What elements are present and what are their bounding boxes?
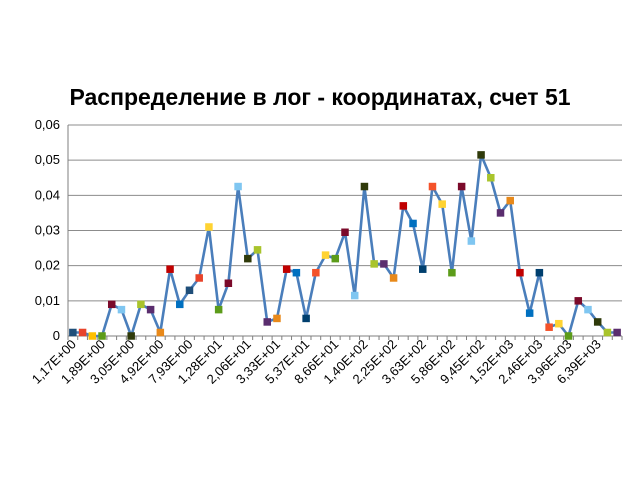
data-point: [584, 305, 592, 314]
data-point: [312, 268, 320, 277]
data-point: [360, 182, 369, 191]
data-point: [419, 265, 427, 273]
data-point: [69, 328, 77, 337]
data-point: [525, 309, 534, 317]
data-point: [273, 314, 281, 323]
data-point: [341, 228, 349, 237]
data-point: [156, 328, 165, 337]
series-markers: [69, 151, 621, 340]
series-line-path: [72, 153, 618, 338]
data-point: [438, 200, 446, 208]
data-point: [448, 268, 456, 277]
data-point: [516, 268, 524, 277]
data-point: [244, 254, 252, 263]
data-point: [467, 237, 476, 245]
data-point: [117, 305, 126, 314]
y-tick-label: 0,05: [35, 152, 60, 167]
data-point: [564, 332, 573, 340]
data-point: [205, 223, 213, 231]
y-tick-label: 0: [53, 328, 60, 343]
data-point: [78, 328, 87, 337]
data-point: [263, 318, 271, 326]
data-point: [350, 291, 359, 300]
data-point: [302, 314, 310, 323]
y-tick-label: 0,03: [35, 223, 60, 238]
y-tick-label: 0,02: [35, 258, 60, 273]
y-tick-label: 0,04: [35, 187, 60, 202]
y-axis-ticks: 0 0,01 0,02 0,03 0,04 0,05 0,06: [35, 117, 60, 343]
data-point: [428, 182, 437, 191]
data-point: [282, 265, 291, 273]
data-point: [214, 305, 223, 314]
data-point: [506, 196, 514, 205]
data-point: [477, 151, 485, 159]
chart-title: Распределение в лог - координатах, счет …: [69, 84, 570, 110]
data-point: [496, 209, 505, 217]
data-point: [224, 279, 233, 287]
data-point: [370, 260, 378, 268]
data-point: [98, 332, 106, 340]
data-point: [195, 274, 203, 282]
data-point: [292, 268, 301, 277]
data-point: [185, 286, 194, 295]
data-point: [389, 274, 398, 282]
y-tick-label: 0,01: [35, 293, 60, 308]
data-point: [176, 300, 184, 309]
data-point: [409, 219, 417, 228]
y-tick-label: 0,06: [35, 117, 60, 132]
data-point: [380, 260, 388, 268]
data-point: [253, 246, 262, 254]
data-point: [127, 332, 135, 340]
data-point: [574, 297, 583, 305]
data-point: [603, 328, 612, 337]
data-point: [545, 323, 553, 331]
data-point: [331, 254, 340, 263]
data-point: [146, 305, 155, 314]
x-axis-ticks: 1,17E+001,89E+003,05E+004,92E+007,93E+00…: [29, 336, 623, 387]
data-point: [88, 332, 97, 340]
data-point: [321, 251, 330, 259]
data-point: [593, 318, 602, 326]
data-point: [234, 182, 242, 191]
data-point: [107, 300, 116, 309]
data-point: [457, 182, 466, 191]
series-line: [72, 153, 618, 338]
data-point: [535, 268, 544, 277]
data-point: [166, 265, 174, 273]
data-point: [137, 300, 145, 309]
data-point: [399, 202, 408, 210]
data-point: [555, 319, 563, 328]
data-point: [487, 174, 495, 182]
data-point: [613, 328, 621, 337]
